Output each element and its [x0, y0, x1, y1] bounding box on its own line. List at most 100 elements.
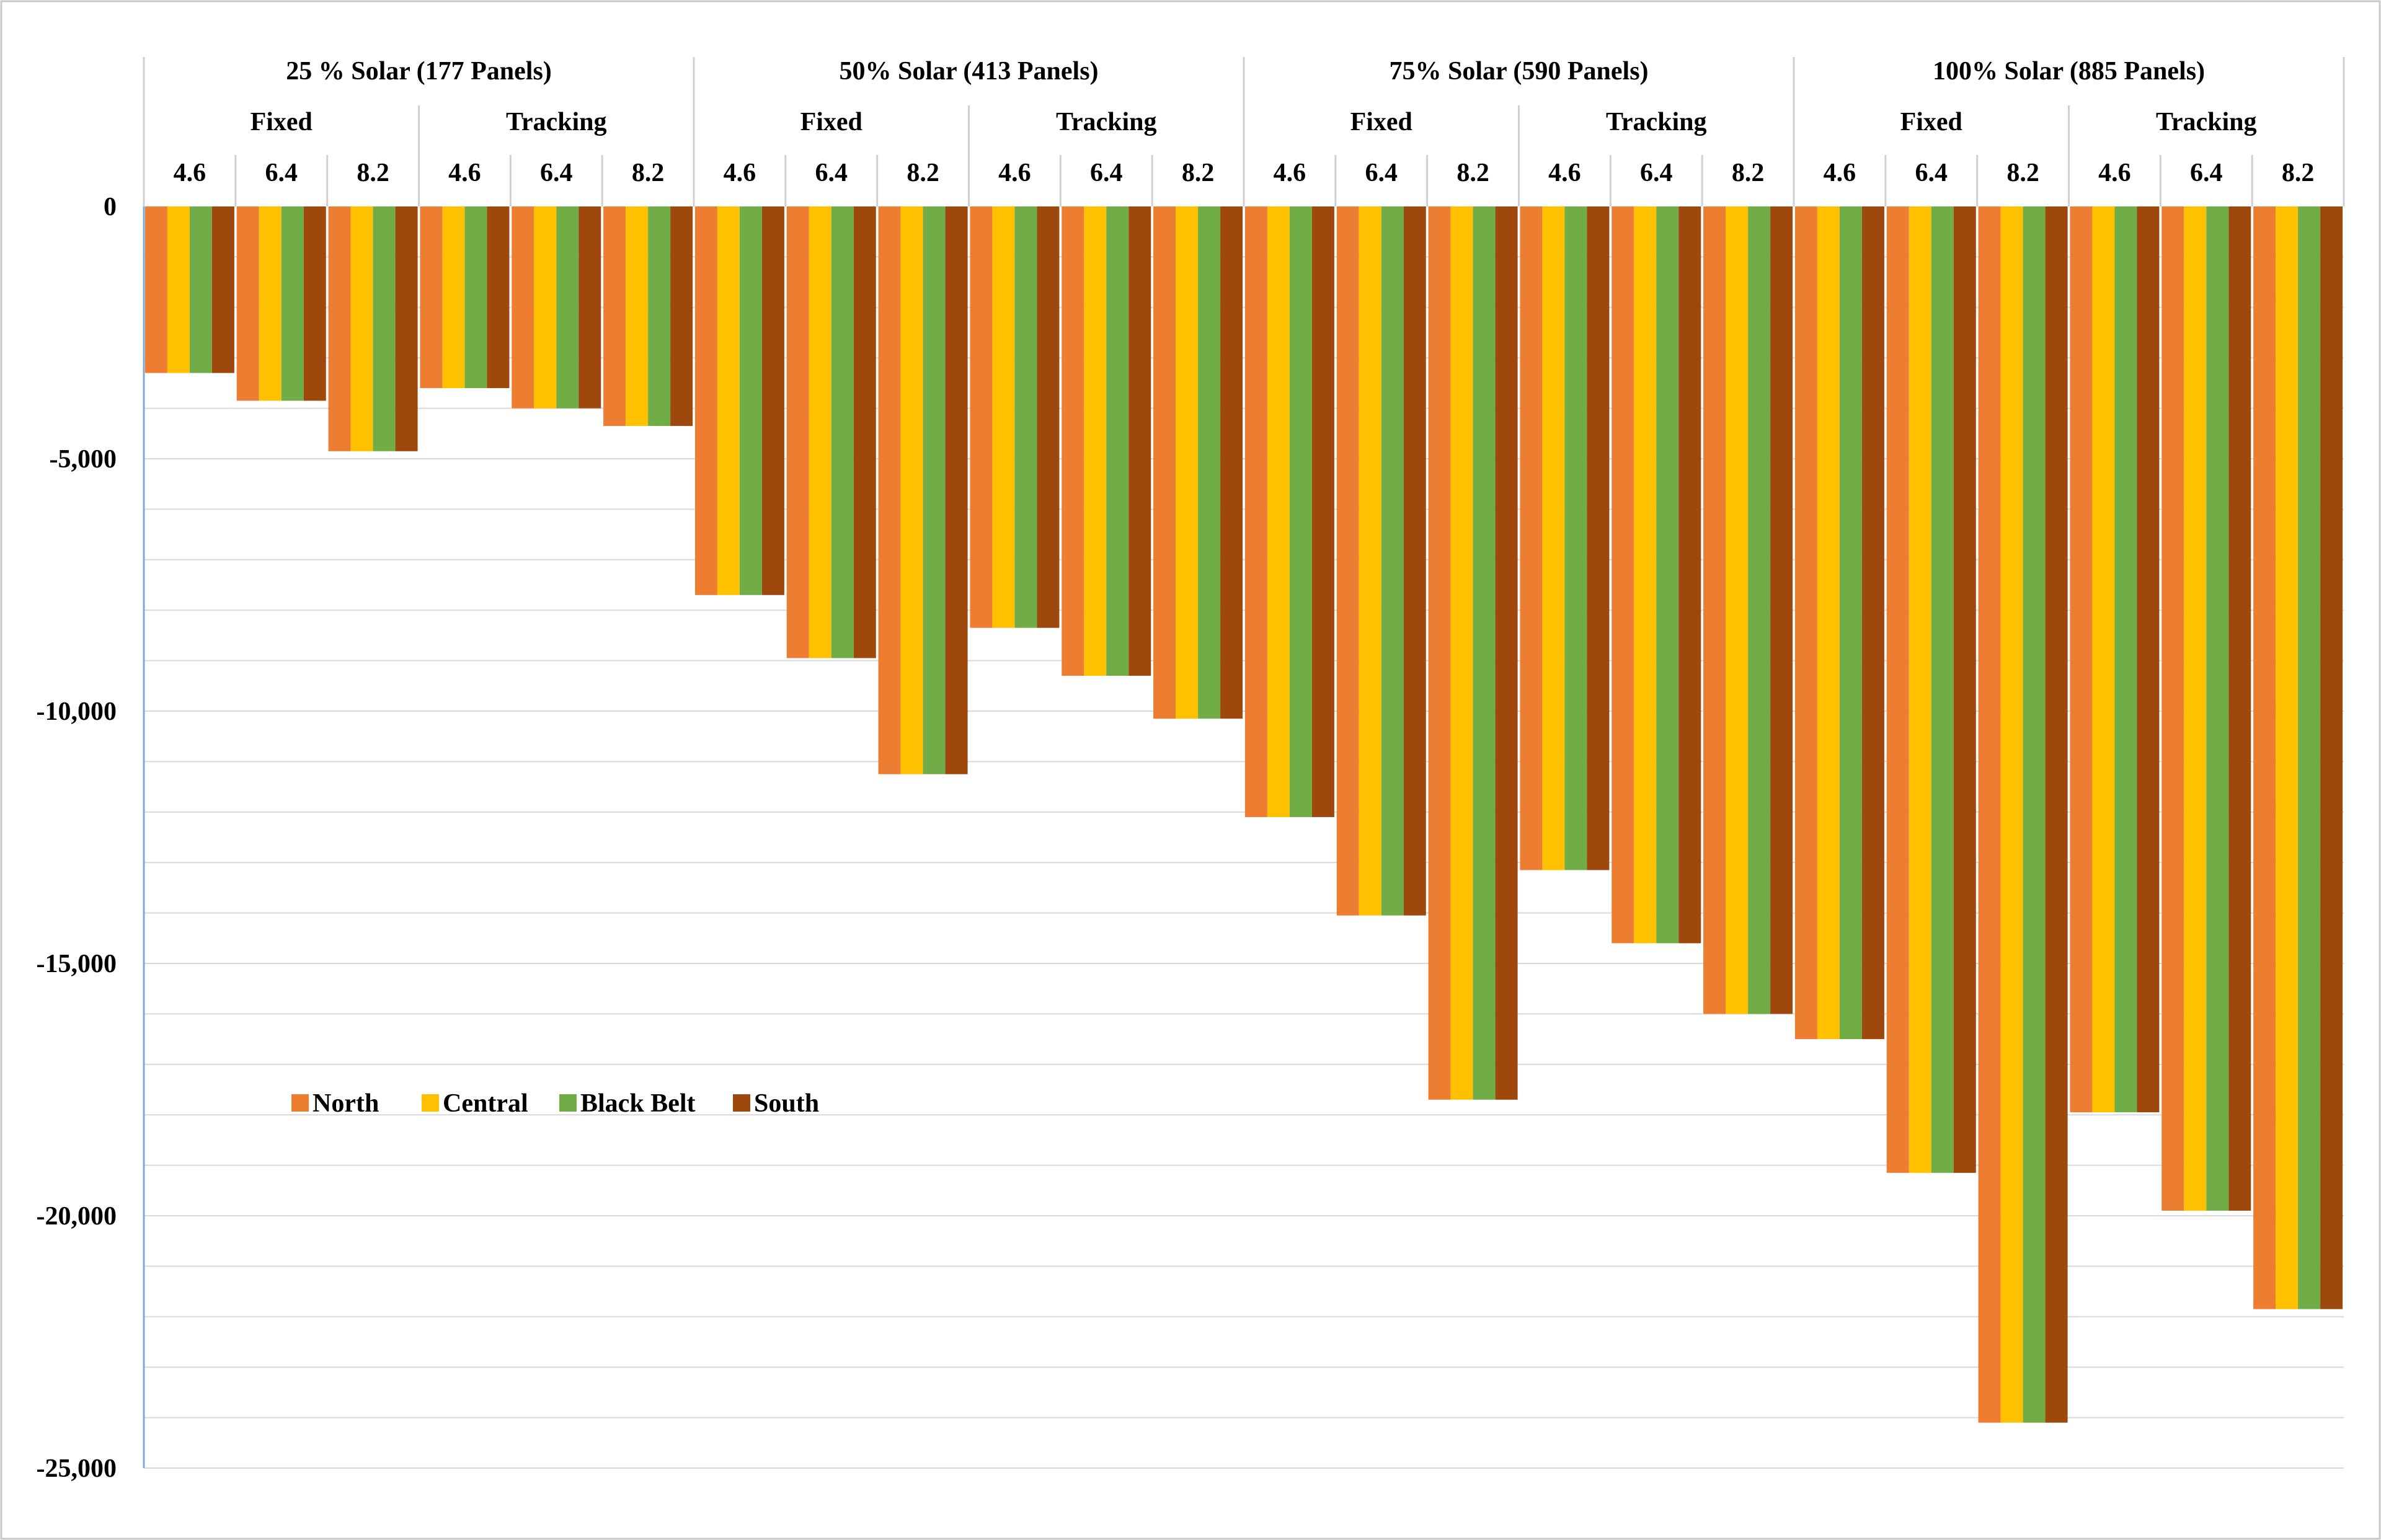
bar-south	[1037, 206, 1060, 628]
bar-black-belt	[2114, 206, 2137, 1113]
bar-south	[853, 206, 876, 658]
y-tick-label: -20,000	[37, 1202, 117, 1231]
bar-north	[236, 206, 259, 401]
bar-south	[945, 206, 968, 774]
bar-south	[1128, 206, 1151, 676]
size-label: 6.4	[1090, 159, 1123, 187]
bar-north	[786, 206, 809, 658]
bar-south	[2137, 206, 2160, 1113]
bar-central	[809, 206, 831, 658]
legend-label: Black Belt	[580, 1089, 696, 1118]
bar-north	[2070, 206, 2093, 1113]
bar-black-belt	[831, 206, 854, 658]
bar-north	[1703, 206, 1726, 1014]
size-label: 4.6	[1274, 159, 1306, 187]
bar-central	[259, 206, 282, 401]
bar-north	[1794, 206, 1817, 1040]
bar-black-belt	[2206, 206, 2229, 1211]
mode-header: Fixed	[1900, 108, 1962, 136]
y-tick-label: -25,000	[37, 1454, 117, 1483]
size-label: 8.2	[632, 159, 665, 187]
size-label: 4.6	[1548, 159, 1581, 187]
size-label: 6.4	[1365, 159, 1398, 187]
bar-central	[1176, 206, 1199, 719]
bar-central	[2276, 206, 2299, 1309]
bar-black-belt	[281, 206, 304, 401]
size-label: 4.6	[724, 159, 756, 187]
bar-black-belt	[373, 206, 396, 451]
mode-header: Fixed	[800, 108, 862, 136]
bar-central	[1359, 206, 1381, 916]
size-label: 6.4	[265, 159, 298, 187]
size-label: 4.6	[1824, 159, 1856, 187]
size-label: 4.6	[174, 159, 206, 187]
bar-north	[1336, 206, 1359, 916]
bar-black-belt	[1198, 206, 1221, 719]
size-label: 8.2	[1182, 159, 1215, 187]
bar-north	[512, 206, 534, 409]
bar-black-belt	[1473, 206, 1496, 1100]
bar-south	[579, 206, 601, 409]
bar-south	[1311, 206, 1334, 817]
bar-south	[487, 206, 510, 389]
y-tick-label: -15,000	[37, 950, 117, 978]
size-label: 6.4	[540, 159, 573, 187]
bar-south	[1403, 206, 1426, 916]
level-header: 100% Solar (885 Panels)	[1933, 57, 2205, 86]
mode-header: Tracking	[1606, 108, 1707, 136]
y-axis-ticks: 0 -5,000 -10,000 -15,000 -20,000 -25,000	[37, 193, 117, 1483]
bar-black-belt	[923, 206, 946, 774]
bar-south	[1953, 206, 1976, 1173]
y-tick-label: 0	[104, 193, 117, 221]
bar-south	[303, 206, 326, 401]
bar-south	[2320, 206, 2343, 1309]
bar-south	[2228, 206, 2251, 1211]
bar-south	[211, 206, 234, 373]
bar-north	[1612, 206, 1634, 944]
bar-south	[1587, 206, 1610, 870]
bar-south	[395, 206, 418, 451]
mode-header: Tracking	[1056, 108, 1157, 136]
bar-north	[144, 206, 167, 373]
bar-central	[1267, 206, 1290, 817]
y-tick-label: -5,000	[50, 445, 117, 474]
bar-black-belt	[1564, 206, 1587, 870]
bar-central	[1817, 206, 1840, 1040]
legend-swatch	[733, 1094, 750, 1112]
legend-label: North	[313, 1089, 379, 1118]
bar-south	[761, 206, 784, 595]
bar-north	[603, 206, 626, 427]
bar-north	[878, 206, 901, 774]
bars	[144, 206, 2343, 1423]
bar-north	[1153, 206, 1176, 719]
bar-south	[2045, 206, 2068, 1423]
bar-central	[1450, 206, 1473, 1100]
bar-central	[2184, 206, 2207, 1211]
bar-black-belt	[1381, 206, 1404, 916]
bar-north	[328, 206, 351, 451]
size-label: 8.2	[2006, 159, 2039, 187]
bar-black-belt	[739, 206, 762, 595]
legend-label: South	[754, 1089, 819, 1118]
bar-north	[2162, 206, 2184, 1211]
bar-central	[1084, 206, 1107, 676]
size-label: 6.4	[1915, 159, 1948, 187]
bar-central	[167, 206, 190, 373]
mode-header: Fixed	[1350, 108, 1412, 136]
y-tick-label: -10,000	[37, 697, 117, 726]
legend-label: Central	[443, 1089, 528, 1118]
level-header: 50% Solar (413 Panels)	[839, 57, 1098, 86]
bar-central	[1726, 206, 1749, 1014]
size-label: 8.2	[1732, 159, 1765, 187]
size-label: 8.2	[1457, 159, 1489, 187]
size-label: 8.2	[357, 159, 389, 187]
bar-black-belt	[1106, 206, 1129, 676]
mode-header: Fixed	[251, 108, 313, 136]
legend-swatch	[559, 1094, 577, 1112]
bar-south	[1861, 206, 1884, 1040]
bar-central	[534, 206, 557, 409]
bar-north	[1886, 206, 1909, 1173]
bar-black-belt	[1014, 206, 1037, 628]
legend-swatch	[291, 1094, 309, 1112]
